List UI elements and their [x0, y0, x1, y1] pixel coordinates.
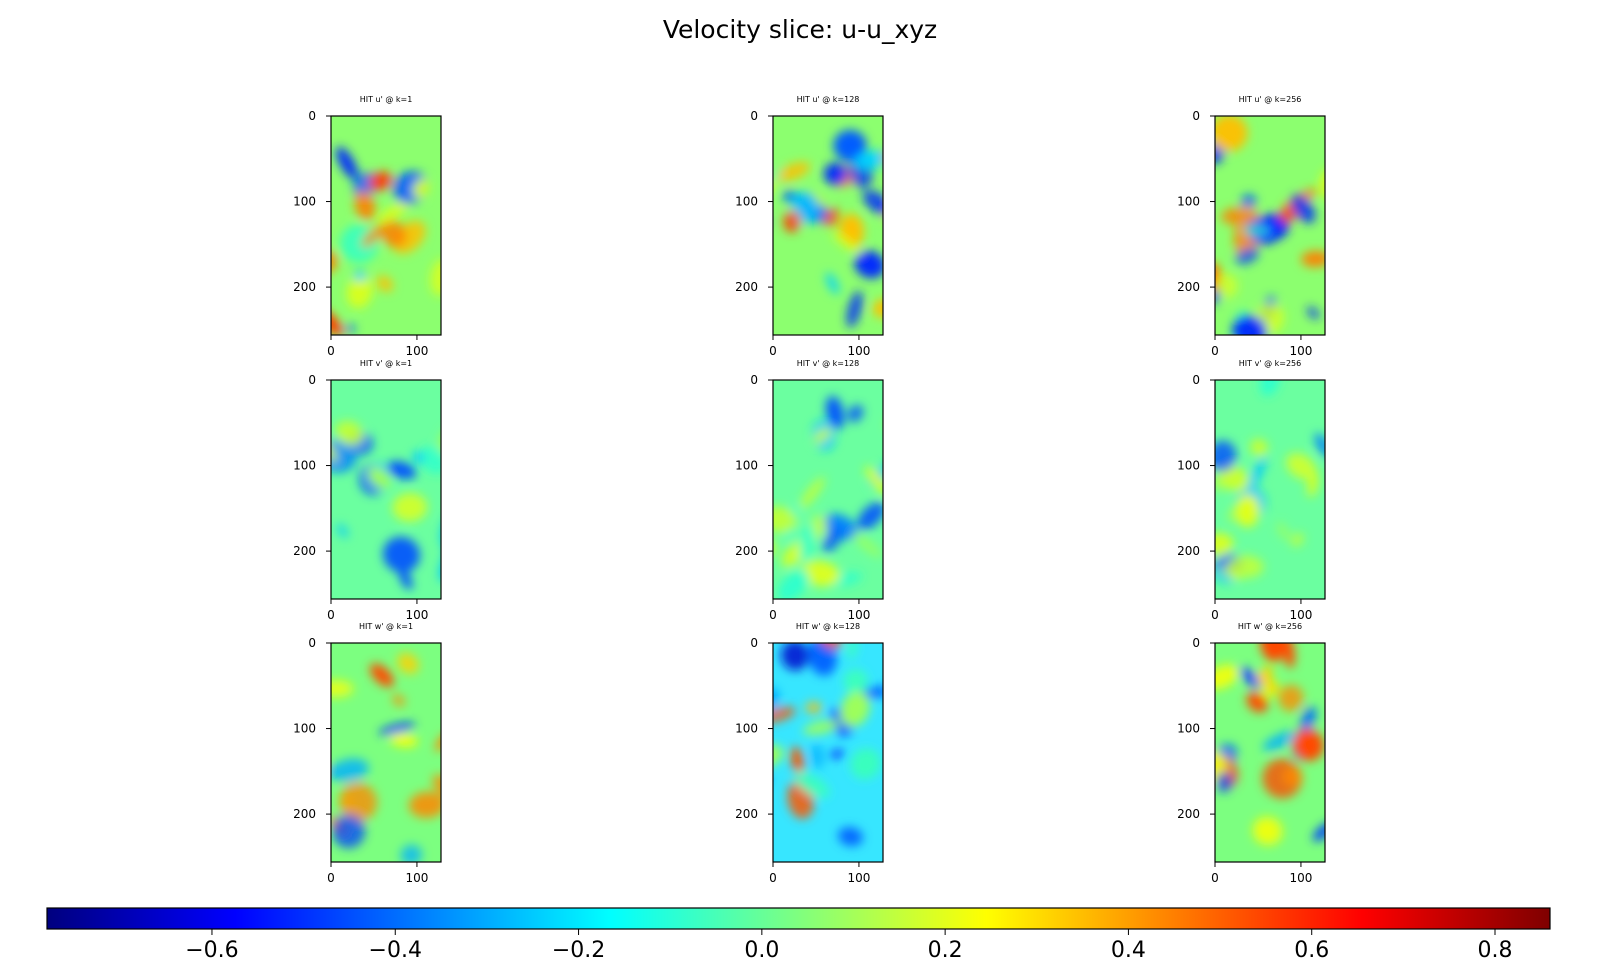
- y-tick-label: 100: [735, 459, 758, 473]
- heatmap-panel: HIT v' @ k=128 0 100 0 100 200: [735, 359, 884, 622]
- y-tick-label: 100: [293, 459, 316, 473]
- colorbar-tick-label: −0.2: [552, 938, 605, 960]
- heatmap-panel: HIT v' @ k=1 0 100 0 100 200: [293, 359, 442, 622]
- x-tick-label: 100: [847, 608, 870, 622]
- x-tick-label: 0: [327, 871, 335, 885]
- y-tick-label: 100: [293, 722, 316, 736]
- y-tick-label: 0: [308, 636, 316, 650]
- x-tick-label: 100: [405, 871, 428, 885]
- x-tick-label: 0: [1211, 344, 1219, 358]
- x-tick-label: 100: [847, 344, 870, 358]
- colorbar: −0.6 −0.4 −0.2 0.0 0.2 0.4 0.6 0.8: [46, 907, 1551, 960]
- colorbar-bar: [46, 907, 1551, 930]
- heatmap-panel: HIT v' @ k=256 0 100 0 100 200: [1177, 359, 1326, 622]
- colorbar-tick-label: 0.4: [1111, 938, 1146, 960]
- heatmap-image: [1215, 116, 1325, 335]
- heatmap-image: [1215, 380, 1325, 599]
- colorbar-tick-label: −0.6: [185, 938, 238, 960]
- panel-title: HIT u' @ k=256: [1239, 95, 1302, 104]
- x-tick-label: 0: [327, 344, 335, 358]
- panel-title: HIT w' @ k=1: [359, 622, 413, 631]
- panel-frame: [772, 379, 884, 600]
- y-tick-label: 100: [293, 195, 316, 209]
- heatmap-grid: HIT u' @ k=1 0 100 0 100 200 HIT u' @ k=128 0 10…: [293, 95, 1326, 885]
- y-tick-label: 200: [1177, 807, 1200, 821]
- y-tick-label: 0: [750, 109, 758, 123]
- colorbar-tick-label: 0.8: [1478, 938, 1513, 960]
- heatmap-panel: HIT w' @ k=256 0 100 0 100 200: [1177, 622, 1326, 885]
- y-tick-label: 200: [735, 280, 758, 294]
- x-tick-label: 100: [847, 871, 870, 885]
- panel-frame: [772, 642, 884, 863]
- heatmap-image: [331, 380, 441, 599]
- panel-frame: [1214, 115, 1326, 336]
- heatmap-panel: HIT u' @ k=1 0 100 0 100 200: [293, 95, 442, 358]
- y-tick-label: 0: [1192, 636, 1200, 650]
- heatmap-image: [773, 380, 883, 599]
- heatmap-image: [773, 643, 883, 862]
- heatmap-image: [331, 643, 441, 862]
- heatmap-image: [1215, 643, 1325, 862]
- y-tick-label: 200: [735, 544, 758, 558]
- panel-title: HIT w' @ k=256: [1238, 622, 1302, 631]
- heatmap-panel: HIT u' @ k=128 0 100 0 100 200: [735, 95, 884, 358]
- panel-title: HIT u' @ k=1: [360, 95, 413, 104]
- y-tick-label: 0: [1192, 109, 1200, 123]
- colorbar-ticks: −0.6 −0.4 −0.2 0.0 0.2 0.4 0.6 0.8: [185, 929, 1513, 960]
- x-tick-label: 100: [405, 608, 428, 622]
- y-tick-label: 200: [1177, 544, 1200, 558]
- colorbar-tick-label: 0.0: [744, 938, 779, 960]
- x-tick-label: 100: [1289, 871, 1312, 885]
- panel-title: HIT u' @ k=128: [797, 95, 860, 104]
- x-tick-label: 100: [405, 344, 428, 358]
- colorbar-tick-label: 0.2: [928, 938, 963, 960]
- panel-title: HIT v' @ k=1: [360, 359, 412, 368]
- panel-frame: [772, 115, 884, 336]
- y-tick-label: 200: [293, 807, 316, 821]
- y-tick-label: 200: [293, 544, 316, 558]
- panel-title: HIT v' @ k=256: [1239, 359, 1301, 368]
- x-tick-label: 0: [769, 344, 777, 358]
- x-tick-label: 100: [1289, 344, 1312, 358]
- y-tick-label: 100: [1177, 195, 1200, 209]
- panel-title: HIT w' @ k=128: [796, 622, 860, 631]
- heatmap-image: [773, 116, 883, 335]
- colorbar-tick-label: −0.4: [369, 938, 422, 960]
- y-tick-label: 0: [750, 636, 758, 650]
- panel-frame: [1214, 379, 1326, 600]
- x-tick-label: 0: [1211, 608, 1219, 622]
- heatmap-panel: HIT u' @ k=256 0 100 0 100 200: [1177, 95, 1326, 358]
- x-tick-label: 0: [327, 608, 335, 622]
- y-tick-label: 100: [1177, 459, 1200, 473]
- figure-title: Velocity slice: u-u_xyz: [663, 15, 937, 44]
- panel-frame: [330, 642, 442, 863]
- y-tick-label: 0: [1192, 373, 1200, 387]
- x-tick-label: 0: [1211, 871, 1219, 885]
- y-tick-label: 0: [308, 109, 316, 123]
- colorbar-tick-label: 0.6: [1294, 938, 1329, 960]
- x-tick-label: 0: [769, 608, 777, 622]
- x-tick-label: 100: [1289, 608, 1312, 622]
- y-tick-label: 200: [735, 807, 758, 821]
- panel-frame: [1214, 642, 1326, 863]
- panel-frame: [330, 115, 442, 336]
- y-tick-label: 100: [1177, 722, 1200, 736]
- heatmap-panel: HIT w' @ k=128 0 100 0 100 200: [735, 622, 884, 885]
- panel-frame: [330, 379, 442, 600]
- y-tick-label: 100: [735, 195, 758, 209]
- y-tick-label: 200: [1177, 280, 1200, 294]
- panel-title: HIT v' @ k=128: [797, 359, 859, 368]
- heatmap-image: [331, 116, 441, 335]
- x-tick-label: 0: [769, 871, 777, 885]
- y-tick-label: 0: [308, 373, 316, 387]
- y-tick-label: 100: [735, 722, 758, 736]
- y-tick-label: 0: [750, 373, 758, 387]
- y-tick-label: 200: [293, 280, 316, 294]
- heatmap-panel: HIT w' @ k=1 0 100 0 100 200: [293, 622, 442, 885]
